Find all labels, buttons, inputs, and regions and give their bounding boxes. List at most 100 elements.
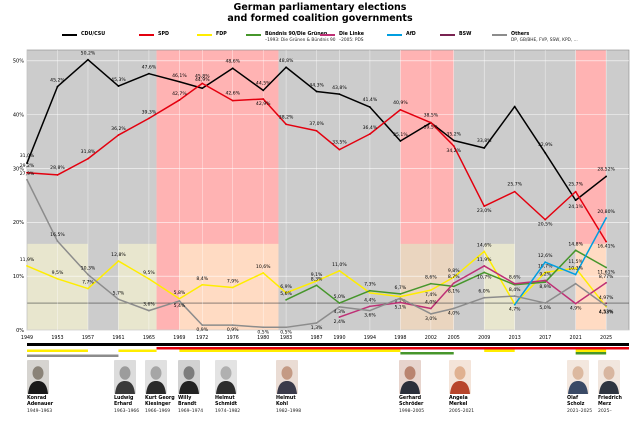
- data-label-others: 1,3%: [311, 325, 323, 331]
- data-label-afd: 10,3%: [568, 266, 583, 272]
- data-label-cdu: 44,5%: [256, 80, 271, 86]
- chancellor-name: Konrad Adenauer: [27, 396, 54, 407]
- highlight-zone: [118, 243, 157, 330]
- data-point-gruene: [452, 285, 455, 288]
- chancellor-years: 1969–1974: [178, 409, 204, 414]
- portrait-icon: [449, 360, 471, 394]
- data-label-cdu: 44,9%: [195, 77, 210, 83]
- data-point-others: [285, 326, 287, 329]
- data-point-others: [338, 305, 341, 308]
- data-label-cdu: 35,1%: [393, 132, 408, 138]
- data-point-spd: [26, 171, 28, 174]
- series-fdp: 11,9% 9,5% 7,7% 12,8% 9,5% 5,8% 8,4% 7,9% 10,6% 6…: [20, 242, 614, 315]
- x-tick-label: 2002: [425, 335, 437, 341]
- legend-name-afd: AfD: [406, 32, 416, 37]
- data-point-others: [544, 302, 547, 304]
- legend-swatch-afd: [387, 34, 402, 36]
- series-afd: 4,7% 12,6% 10,3% 20,80%: [509, 209, 616, 313]
- portrait-icon: [399, 360, 421, 394]
- chancellor-years: 2021–2025: [567, 409, 593, 414]
- series-line-afd: [514, 217, 607, 306]
- data-label-others: 5,4%: [174, 303, 186, 309]
- chart-title-line1: German parliamentary elections: [233, 2, 407, 13]
- data-point-afd: [574, 273, 577, 276]
- data-label-spd: 20,5%: [538, 222, 553, 228]
- data-label-gruene: 8,3%: [311, 276, 323, 282]
- coalition-bar: [156, 347, 629, 350]
- data-point-spd: [178, 99, 181, 101]
- coalition-bar: [575, 349, 607, 352]
- data-point-cdu: [87, 58, 89, 61]
- x-tick-label: 2013: [509, 335, 521, 341]
- data-point-afd: [513, 303, 516, 306]
- government-band: [156, 50, 180, 330]
- x-tick-label: 1961: [112, 335, 124, 341]
- chancellor-name: Helmut Schmidt: [215, 396, 238, 407]
- data-point-linke: [369, 305, 371, 308]
- government-band: [453, 50, 485, 330]
- data-point-others: [483, 296, 486, 299]
- data-label-cdu: 44,3%: [309, 82, 324, 88]
- data-label-others: 3,0%: [425, 316, 437, 322]
- legend-name-gruene: Bündnis 90/Die Grünen: [265, 32, 328, 37]
- coalition-bars: [27, 343, 629, 357]
- data-point-fdp: [574, 267, 577, 269]
- data-point-spd: [452, 144, 455, 147]
- legend-name-bsw: BSW: [459, 32, 472, 37]
- data-label-fdp: 9,5%: [143, 270, 155, 276]
- data-label-gruene: 8,9%: [539, 284, 551, 290]
- x-tick-label: 2009: [478, 335, 490, 341]
- data-label-spd: 33,5%: [332, 140, 347, 146]
- chancellor-years: 1998–2005: [399, 409, 425, 414]
- data-point-linke: [574, 302, 577, 305]
- legend-note-linke: –2005: PDS: [339, 38, 364, 43]
- data-point-others: [178, 300, 181, 302]
- data-label-gruene: 6,7%: [395, 285, 407, 291]
- data-point-afd: [544, 261, 547, 264]
- data-point-others: [315, 322, 318, 324]
- data-label-gruene: 11,61%: [597, 269, 615, 275]
- data-label-others: 0,9%: [227, 327, 239, 333]
- legend-name-spd: SPD: [158, 32, 169, 37]
- data-label-gruene: 14,8%: [568, 241, 583, 247]
- x-tick-label: 1990: [333, 335, 345, 341]
- data-label-spd: 42,7%: [172, 91, 187, 97]
- data-point-gruene: [369, 289, 371, 292]
- legend-name-others: Others: [511, 32, 530, 37]
- data-label-gruene: 8,4%: [509, 287, 521, 293]
- data-point-cdu: [605, 175, 608, 178]
- data-label-fdp: 7,7%: [82, 280, 94, 286]
- data-label-others: 4,0%: [448, 310, 460, 316]
- data-point-fdp: [452, 276, 455, 279]
- data-point-cdu: [178, 80, 181, 83]
- data-point-linke: [399, 301, 402, 304]
- chancellor-years: 1982–1998: [276, 409, 302, 414]
- data-label-cdu: 41,4%: [363, 97, 378, 103]
- data-point-gruene: [574, 249, 577, 252]
- data-label-spd: 28,8%: [50, 165, 65, 171]
- data-point-fdp: [56, 277, 59, 280]
- y-tick-label: 0%: [16, 328, 24, 334]
- legend-note-gruene: –1993: Die Grünen & Bündnis 90: [265, 38, 336, 43]
- portrait-icon: [114, 360, 136, 394]
- coalition-bar: [400, 352, 454, 355]
- data-point-gruene: [315, 284, 318, 287]
- x-tick-label: 2021: [570, 335, 582, 341]
- coalition-bar: [27, 349, 88, 352]
- data-point-fdp: [285, 291, 287, 294]
- data-point-cdu: [452, 139, 455, 142]
- data-point-gruene: [483, 271, 486, 274]
- data-label-linke: 11,9%: [477, 257, 492, 263]
- x-tick-label: 1987: [310, 335, 322, 341]
- data-label-cdu: 31,0%: [20, 153, 35, 159]
- chancellor-years: 1974–1982: [215, 409, 241, 414]
- chancellor-name: Kurt Georg Kiesinger: [145, 396, 175, 407]
- chancellor-name: Angela Merkel: [449, 396, 468, 407]
- chart-title: German parliamentary elections and forme…: [0, 2, 640, 24]
- data-point-spd: [429, 121, 432, 124]
- data-label-spd: 36,2%: [111, 126, 126, 132]
- highlight-zone: [484, 243, 515, 330]
- data-label-others: 4,3%: [334, 309, 346, 315]
- highlight-zone: [400, 243, 454, 330]
- data-label-linke: 2,4%: [334, 319, 346, 325]
